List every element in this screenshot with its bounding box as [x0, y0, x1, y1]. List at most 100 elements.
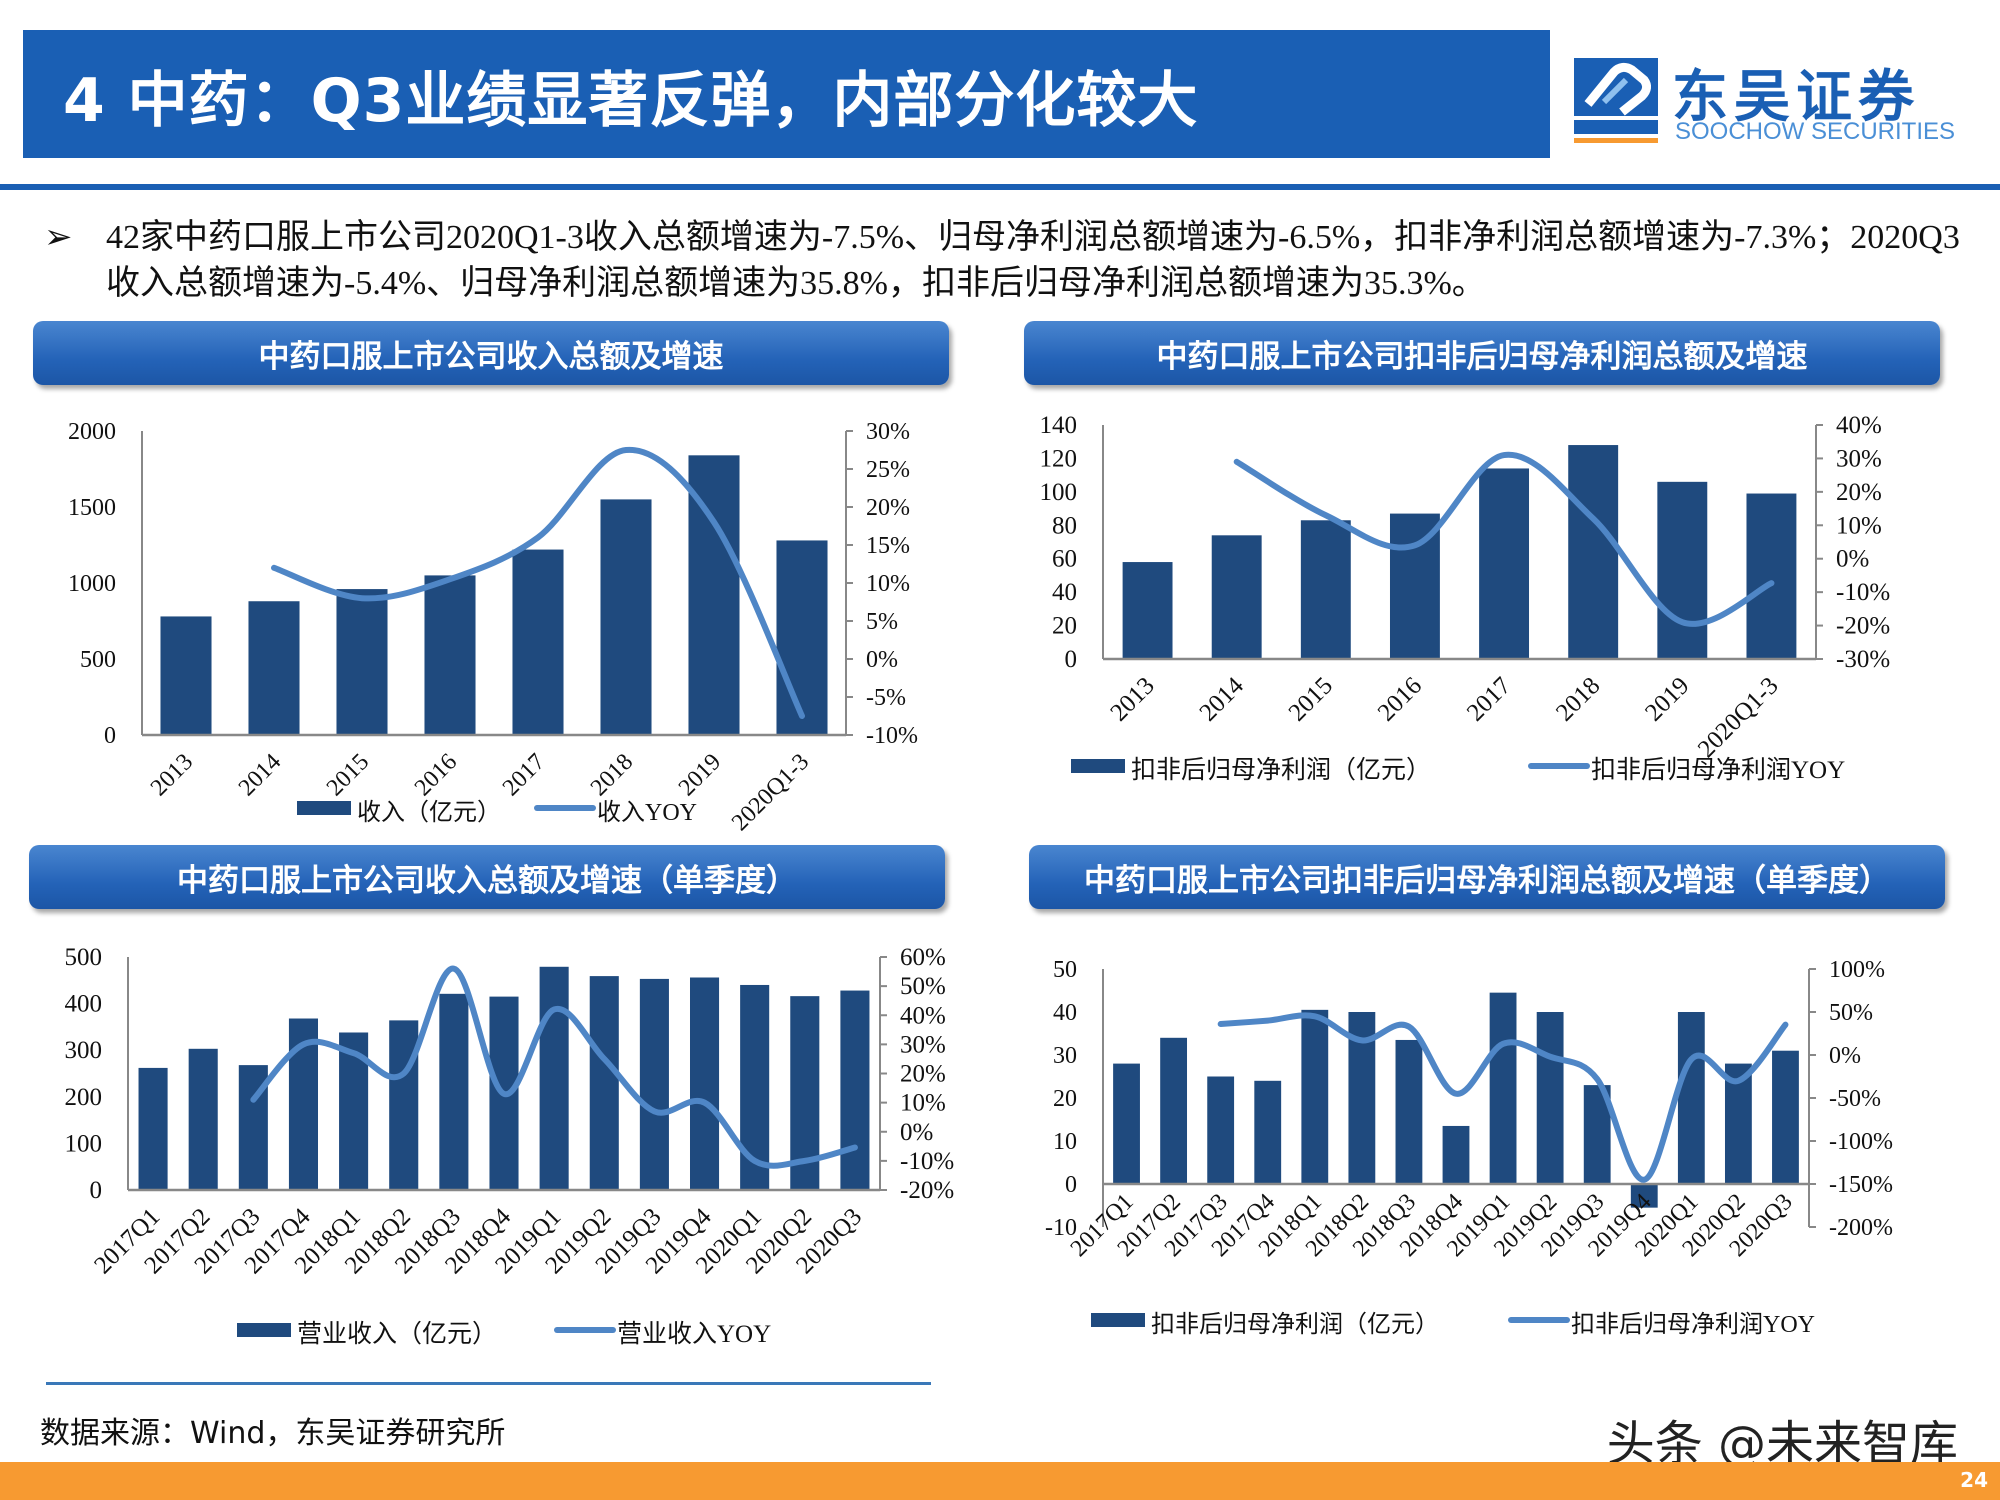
x-tick-label: 2015	[322, 749, 374, 801]
x-tick-label: 2014	[234, 749, 286, 801]
legend-bar-label: 扣非后归母净利润（亿元）	[1131, 756, 1431, 784]
y-right-tick-label: 25%	[866, 457, 910, 483]
x-tick-label: 2016	[410, 749, 462, 801]
bar-2018Q1	[1301, 1009, 1329, 1184]
y-right-tick-label: -100%	[1829, 1129, 1893, 1155]
chart-3: -10 0 10 20 30 40 50 -200% -150% -100% -50% 0% 50% 10…	[1045, 957, 1893, 1338]
y-left-tick-label: 20	[1053, 1086, 1077, 1112]
chart-1: 0 20 40 60 80 100 120 140 -30% -20% -10% 0% 10% 20% 30…	[1040, 412, 1891, 784]
y-left-tick-label: 40	[1052, 579, 1077, 606]
y-left-tick-label: 500	[80, 647, 116, 673]
x-tick-label: 2017	[1462, 672, 1516, 726]
y-left-tick-label: 80	[1052, 512, 1077, 539]
y-right-tick-label: -10%	[1836, 579, 1890, 606]
y-right-tick-label: 10%	[900, 1090, 946, 1117]
bar-2019Q4	[1630, 1184, 1658, 1208]
y-right-tick-label: 10%	[1836, 512, 1882, 539]
bar-2017Q4	[1254, 1080, 1282, 1184]
y-right-tick-label: 5%	[866, 609, 898, 635]
y-right-tick-label: 10%	[866, 571, 910, 597]
y-left-tick-label: 60	[1052, 546, 1077, 573]
y-right-tick-label: 0%	[866, 647, 898, 673]
y-right-tick-label: 60%	[900, 944, 946, 971]
bar-2020Q1-3	[776, 540, 828, 735]
y-right-tick-label: -200%	[1829, 1215, 1893, 1241]
x-tick-label: 2018	[1551, 672, 1605, 726]
bar-2018	[600, 499, 652, 735]
bar-2018Q3	[439, 993, 469, 1190]
bar-2017	[512, 549, 564, 735]
y-right-tick-label: 20%	[1836, 479, 1882, 506]
legend-bar-swatch	[237, 1323, 291, 1337]
bar-2019	[1657, 481, 1708, 659]
footer-bar	[0, 1462, 2000, 1500]
y-left-tick-label: 20	[1052, 613, 1077, 640]
y-right-tick-label: 15%	[866, 533, 910, 559]
x-tick-label: 2019	[1640, 672, 1694, 726]
bar-2014	[248, 601, 300, 735]
y-right-tick-label: 30%	[1836, 445, 1882, 472]
chart-2: 0 100 200 300 400 500 -20%-10%0%10%20% 30%40%50…	[65, 944, 955, 1348]
y-right-tick-label: 100%	[1829, 957, 1885, 983]
y-right-tick-label: 40%	[1836, 412, 1882, 439]
y-right-tick-label: 0%	[1836, 546, 1869, 573]
y-left-tick-label: 0	[1065, 1172, 1077, 1198]
y-right-tick-label: 20%	[866, 495, 910, 521]
header-bar: 4 中药：Q3业绩显著反弹，内部分化较大	[23, 30, 1550, 158]
arrow-bullet-icon: ➢	[44, 219, 73, 256]
bar-2019Q2	[1536, 1012, 1564, 1184]
panel-title-net-profit: 中药口服上市公司扣非后归母净利润总额及增速	[1024, 321, 1940, 385]
bar-2018	[1568, 445, 1619, 659]
x-tick-label: 2020Q1-3	[1693, 672, 1784, 763]
y-left-tick-label: 120	[1040, 445, 1078, 472]
y-left-tick-label: 10	[1053, 1129, 1077, 1155]
y-left-tick-label: 100	[65, 1130, 103, 1157]
y-right-tick-label: -50%	[1829, 1086, 1881, 1112]
legend-bar-swatch	[297, 801, 351, 815]
bar-2016	[424, 575, 476, 735]
y-left-tick-label: 0	[104, 723, 116, 749]
panel-title-revenue: 中药口服上市公司收入总额及增速	[33, 321, 949, 385]
x-tick-label: 2013	[1105, 672, 1159, 726]
y-left-tick-label: 2000	[68, 419, 116, 445]
company-logo: 东吴证券 SOOCHOW SECURITIES	[1572, 52, 1972, 152]
legend-bar-label: 扣非后归母净利润（亿元）	[1151, 1311, 1439, 1338]
bar-2017Q1	[138, 1067, 168, 1190]
bar-2017Q2	[188, 1048, 218, 1190]
logo-text-en: SOOCHOW SECURITIES	[1675, 118, 1956, 145]
bar-2019Q1	[539, 966, 569, 1190]
panel-title-net-profit-quarterly: 中药口服上市公司扣非后归母净利润总额及增速（单季度）	[1029, 845, 1945, 909]
y-right-tick-label: 30%	[866, 419, 910, 445]
y-left-tick-label: 400	[65, 991, 103, 1018]
bar-2019Q4	[689, 977, 720, 1190]
bar-2018Q4	[1442, 1125, 1470, 1184]
y-right-tick-label: -10%	[900, 1148, 954, 1175]
y-left-tick-label: 200	[65, 1084, 103, 1111]
bar-2014	[1211, 535, 1262, 659]
y-left-tick-label: 50	[1053, 957, 1077, 983]
legend-bar-label: 收入（亿元）	[357, 799, 501, 826]
x-tick-label: 2018	[586, 749, 638, 801]
bar-2017Q2	[1160, 1037, 1188, 1184]
y-left-tick-label: 300	[65, 1037, 103, 1064]
summary-text: 42家中药口服上市公司2020Q1-3收入总额增速为-7.5%、归母净利润总额增…	[106, 219, 1960, 302]
y-right-tick-label: 50%	[900, 973, 946, 1000]
y-left-tick-label: 140	[1040, 412, 1078, 439]
logo-text-cn: 东吴证券	[1672, 65, 1920, 130]
bar-2017Q3	[1207, 1076, 1235, 1184]
y-right-tick-label: 20%	[900, 1061, 946, 1088]
legend-line-label: 收入YOY	[597, 799, 697, 826]
footer-divider	[46, 1382, 931, 1385]
y-right-tick-label: -20%	[900, 1177, 954, 1204]
y-left-tick-label: 0	[90, 1177, 103, 1204]
y-right-tick-label: 0%	[900, 1119, 933, 1146]
summary-bullet: ➢ 42家中药口服上市公司2020Q1-3收入总额增速为-7.5%、归母净利润总…	[44, 215, 1984, 307]
yoy-line	[271, 446, 805, 719]
y-left-tick-label: 40	[1053, 1000, 1077, 1026]
yoy-line	[250, 965, 858, 1169]
x-tick-label: 2014	[1194, 672, 1249, 727]
y-right-tick-label: -5%	[866, 685, 906, 711]
bar-2019Q2	[589, 976, 619, 1190]
data-source: 数据来源：Wind，东吴证券研究所	[40, 1416, 506, 1451]
x-tick-label: 2016	[1373, 672, 1427, 726]
